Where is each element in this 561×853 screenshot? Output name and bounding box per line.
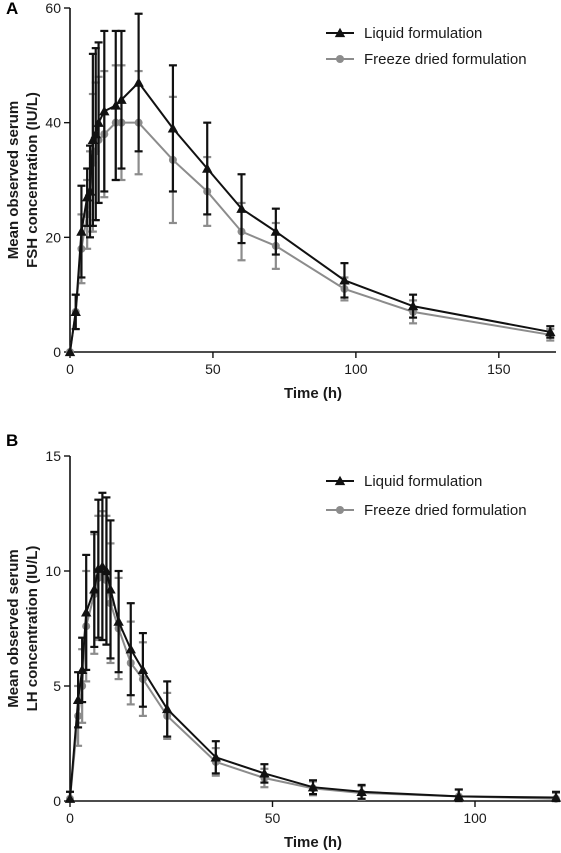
panel-a-liquid-point	[133, 77, 144, 87]
panel-b-liquid-point	[97, 561, 108, 571]
panel-b-legend-freeze-dried-marker	[336, 506, 344, 514]
panel-a-liquid-point	[167, 123, 179, 133]
panel-b-x-tick-label: 50	[265, 810, 281, 826]
panel-a-y-tick-label: 40	[45, 115, 61, 131]
panel-a-liquid-point	[99, 106, 110, 116]
panel-a-y-tick-label: 0	[53, 344, 61, 360]
panel-a-letter: A	[6, 0, 18, 18]
panel-a-liquid-point	[64, 346, 76, 357]
panel-b-y-axis-title-line-1: Mean observed serum	[5, 549, 22, 707]
panel-a-liquid-point	[90, 128, 101, 139]
panel-b-liquid-point	[105, 584, 116, 594]
panel-a-x-tick-label: 50	[205, 361, 221, 377]
panel-a-liquid-point	[87, 134, 99, 145]
panel-b-legend: Liquid formulation Freeze dried formulati…	[326, 473, 527, 519]
panel-a: A 0 20 40 60 0 50 100 150 Time (h) Mean observed s…	[5, 0, 556, 402]
panel-b-x-axis-title: Time (h)	[284, 834, 342, 851]
panel-b: B 0 5 10 15 0 50 100 Time (h) Mean observed serum…	[5, 431, 561, 851]
panel-a-legend-freeze-dried-label: Freeze dried formulation	[364, 51, 527, 68]
panel-a-legend-liquid-label: Liquid formulation	[364, 25, 482, 42]
panel-a-y-tick-label: 60	[45, 0, 61, 16]
panel-a-x-tick-label: 0	[66, 361, 74, 377]
panel-a-x-axis-title: Time (h)	[284, 385, 342, 402]
panel-b-liquid-point	[113, 616, 124, 626]
panel-b-series-freeze-dried	[66, 510, 560, 803]
panel-b-y-tick-label: 5	[53, 678, 61, 694]
panel-a-liquid-point	[76, 226, 87, 236]
panel-b-legend-liquid-marker	[334, 475, 346, 486]
panel-a-liquid-point	[545, 326, 556, 337]
panel-a-liquid-point	[202, 163, 213, 173]
panel-b-liquid-point	[210, 752, 221, 762]
panel-b-x-tick-label: 0	[66, 810, 74, 826]
panel-a-liquid-point	[270, 226, 282, 236]
panel-b-x-tick-label: 100	[463, 810, 487, 826]
panel-a-liquid-point	[236, 203, 247, 213]
panel-b-y-tick-label: 0	[53, 793, 61, 809]
panel-a-x-tick-label: 100	[344, 361, 368, 377]
panel-a-liquid-point	[110, 100, 121, 110]
panel-b-liquid-point	[125, 644, 136, 654]
panel-a-x-tick-label: 150	[487, 361, 511, 377]
panel-b-series-liquid	[64, 491, 561, 803]
panel-b-liquid-point	[101, 565, 112, 576]
panel-b-liquid-point	[356, 786, 367, 796]
panel-b-liquid-point	[72, 694, 84, 704]
panel-a-liquid-point	[93, 117, 104, 127]
panel-a-liquid-point	[70, 306, 81, 317]
panel-b-y-tick-label: 10	[45, 563, 61, 579]
panel-a-liquid-point	[407, 300, 419, 311]
panel-a-liquid-point	[81, 192, 93, 202]
panel-b-liquid-point	[453, 791, 464, 801]
panel-b-liquid-point	[89, 584, 100, 594]
panel-b-liquid-point	[81, 607, 92, 617]
panel-b-liquid-point	[550, 792, 561, 802]
panel-b-liquid-point	[307, 782, 319, 792]
panel-a-y-tick-label: 20	[45, 229, 61, 245]
panel-b-liquid-point	[162, 703, 173, 714]
panel-a-y-axis-title-line-1: Mean observed serum	[5, 101, 22, 259]
panel-b-liquid-point	[76, 664, 88, 675]
panel-a-legend: Liquid formulation Freeze dried formulati…	[326, 25, 527, 68]
panel-b-y-tick-label: 15	[45, 448, 61, 464]
panel-b-liquid-point	[64, 793, 76, 803]
panel-b-letter: B	[6, 431, 18, 450]
panel-a-legend-freeze-dried-marker	[336, 55, 344, 63]
panel-b-legend-freeze-dried-label: Freeze dried formulation	[364, 502, 527, 519]
panel-a-y-axis-title-line-2: FSH concentration (IU/L)	[24, 92, 41, 268]
panel-b-legend-liquid-label: Liquid formulation	[364, 473, 482, 490]
panel-b-y-axis-title-line-2: LH concentration (IU/L)	[24, 546, 41, 712]
panel-a-legend-liquid-marker	[334, 27, 346, 38]
panel-a-liquid-point	[84, 186, 96, 196]
panel-a-liquid-point	[116, 94, 127, 104]
panel-a-series-liquid	[64, 12, 556, 357]
panel-b-liquid-point	[259, 768, 270, 778]
panel-b-liquid-point	[137, 664, 149, 675]
panel-a-liquid-point	[339, 275, 350, 285]
